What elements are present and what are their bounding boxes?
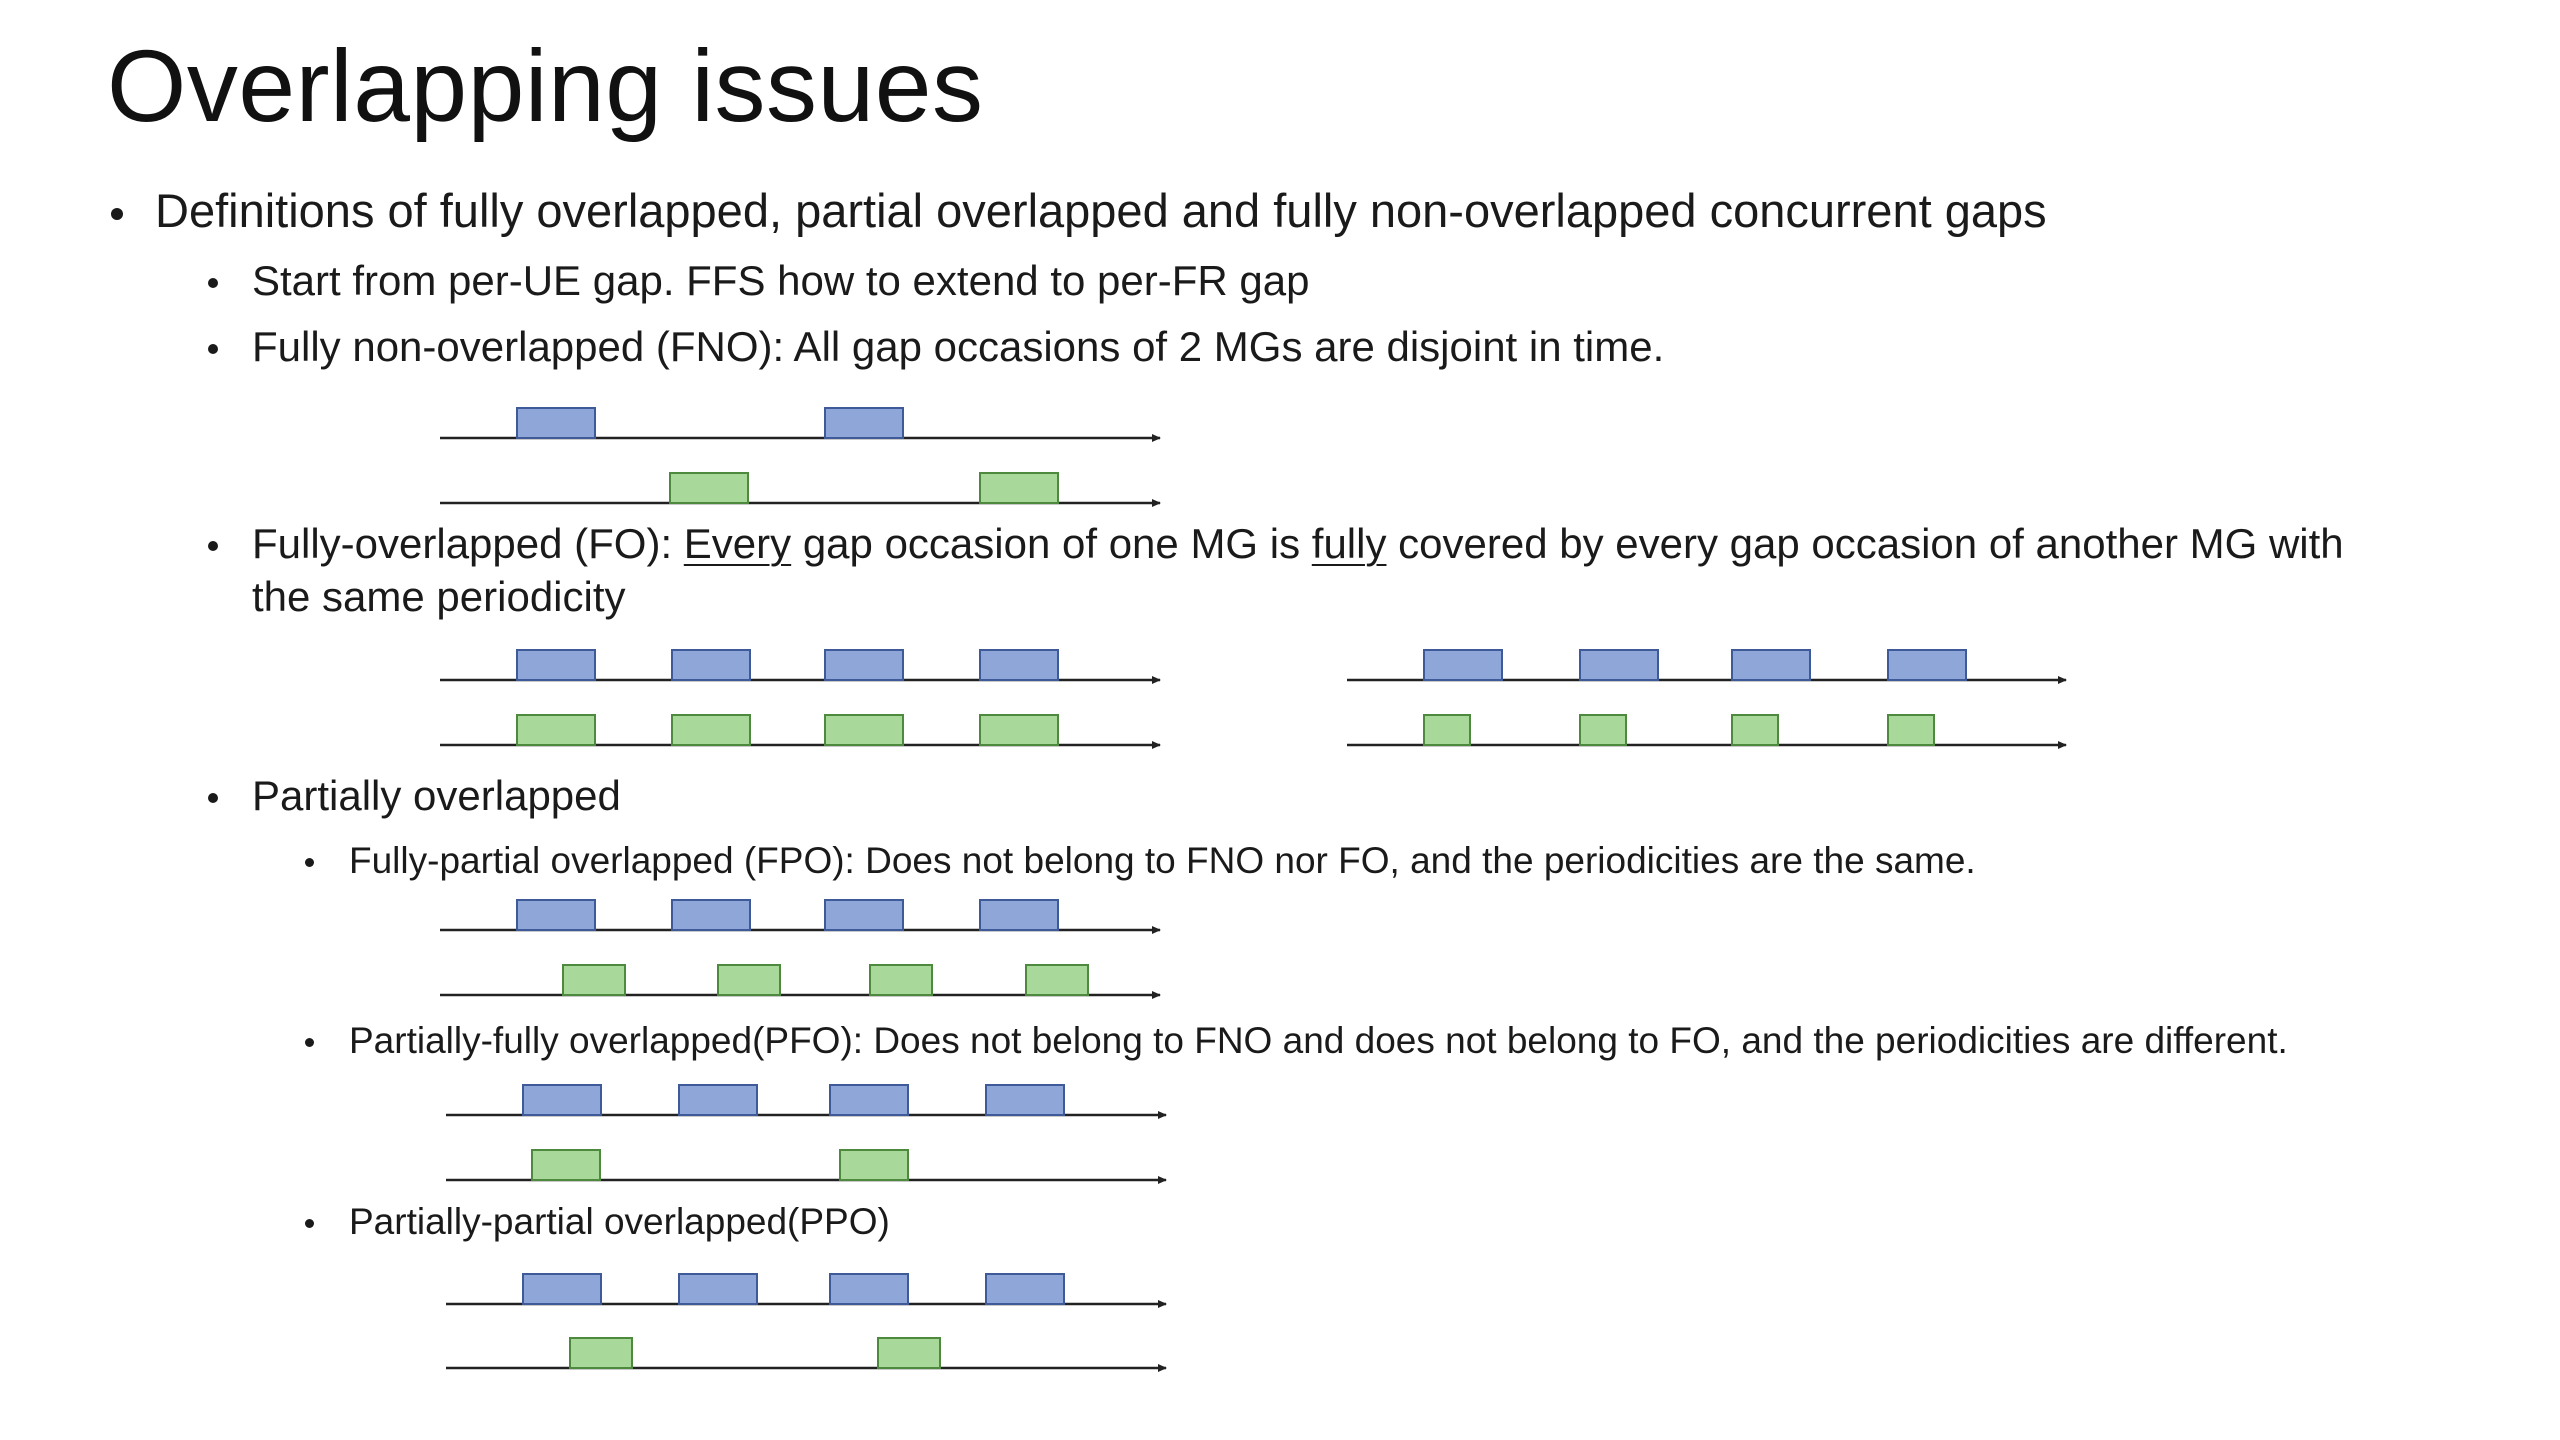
pfo-mg2-gap-2: [839, 1149, 909, 1181]
bullet-text: Partially-fully overlapped(PFO): Does no…: [349, 1020, 2288, 1061]
fpo-mg2-gap-4: [1025, 964, 1089, 996]
fo-right-mg1-gap-2: [1579, 649, 1659, 681]
bullet-dot: [305, 858, 314, 867]
pfo-mg1-gap-2: [678, 1084, 758, 1116]
bullet-fo: Fully-overlapped (FO): Every gap occasio…: [208, 519, 2344, 569]
slide-title: Overlapping issues: [107, 29, 984, 143]
fno-mg1-gap-2: [824, 407, 904, 439]
bullet-dot: [208, 541, 218, 551]
bullet-text: the same periodicity: [252, 573, 626, 620]
bullet-dot: [208, 793, 218, 803]
fo-right-mg2-gap-3: [1731, 714, 1779, 746]
fo-right-mg2-gap-4: [1887, 714, 1935, 746]
fpo-mg2-gap-3: [869, 964, 933, 996]
bullet-dot: [208, 344, 218, 354]
bullet-ppo: Partially-partial overlapped(PPO): [305, 1200, 890, 1244]
fo-right-mg2-gap-1: [1423, 714, 1471, 746]
bullet-dot: [111, 208, 123, 220]
pfo-mg1-gap-4: [985, 1084, 1065, 1116]
bullet-text-prefix: Fully-overlapped (FO):: [252, 520, 684, 567]
pfo-mg1-gap-1: [522, 1084, 602, 1116]
bullet-dot: [208, 278, 218, 288]
fno-mg2-gap-1: [669, 472, 749, 504]
bullet-text: Fully-partial overlapped (FPO): Does not…: [349, 840, 1976, 881]
ppo-mg1-gap-1: [522, 1273, 602, 1305]
fo-right-mg2-gap-2: [1579, 714, 1627, 746]
fno-mg2-gap-2: [979, 472, 1059, 504]
fo-left-mg1-gap-3: [824, 649, 904, 681]
ppo-mg2-gap-1: [569, 1337, 633, 1369]
ppo-mg1-gap-3: [829, 1273, 909, 1305]
fpo-mg2-gap-2: [717, 964, 781, 996]
bullet-text: Partially overlapped: [252, 772, 621, 819]
fpo-mg2-gap-1: [562, 964, 626, 996]
fo-right-mg1-gap-1: [1423, 649, 1503, 681]
fno-mg1-gap-1: [516, 407, 596, 439]
fo-right-mg1-gap-3: [1731, 649, 1811, 681]
bullet-text: Fully non-overlapped (FNO): All gap occa…: [252, 323, 1665, 370]
ppo-mg2-gap-2: [877, 1337, 941, 1369]
fpo-mg1-gap-2: [671, 899, 751, 931]
fpo-mg1-gap-3: [824, 899, 904, 931]
fo-left-mg2-gap-2: [671, 714, 751, 746]
bullet-partially: Partially overlapped: [208, 771, 621, 821]
fo-left-mg1-gap-1: [516, 649, 596, 681]
bullet-fo-line2: the same periodicity: [252, 572, 626, 622]
bullet-dot: [305, 1219, 314, 1228]
emphasis-every: Every: [683, 520, 792, 567]
bullet-dot: [305, 1038, 314, 1047]
fpo-mg1-gap-4: [979, 899, 1059, 931]
pfo-mg1-gap-3: [829, 1084, 909, 1116]
fo-left-mg1-gap-4: [979, 649, 1059, 681]
bullet-fno: Fully non-overlapped (FNO): All gap occa…: [208, 322, 1665, 372]
fo-left-mg2-gap-1: [516, 714, 596, 746]
fo-right-mg1-gap-4: [1887, 649, 1967, 681]
fpo-mg1-gap-1: [516, 899, 596, 931]
bullet-text: Partially-partial overlapped(PPO): [349, 1201, 890, 1242]
fo-left-mg2-gap-3: [824, 714, 904, 746]
pfo-mg2-gap-1: [531, 1149, 601, 1181]
bullet-fpo: Fully-partial overlapped (FPO): Does not…: [305, 839, 1976, 883]
emphasis-fully: fully: [1311, 520, 1387, 567]
bullet-pfo: Partially-fully overlapped(PFO): Does no…: [305, 1019, 2288, 1063]
fo-left-mg2-gap-4: [979, 714, 1059, 746]
bullet-text-mid: gap occasion of one MG is: [791, 520, 1312, 567]
bullet-text: Start from per-UE gap. FFS how to extend…: [252, 257, 1310, 304]
bullet-text: Definitions of fully overlapped, partial…: [155, 184, 2047, 237]
fo-left-mg1-gap-2: [671, 649, 751, 681]
ppo-mg1-gap-4: [985, 1273, 1065, 1305]
ppo-mg1-gap-2: [678, 1273, 758, 1305]
bullet-text-suffix: covered by every gap occasion of another…: [1386, 520, 2344, 567]
bullet-definitions: Definitions of fully overlapped, partial…: [111, 183, 2047, 239]
bullet-start-per-ue: Start from per-UE gap. FFS how to extend…: [208, 256, 1310, 306]
